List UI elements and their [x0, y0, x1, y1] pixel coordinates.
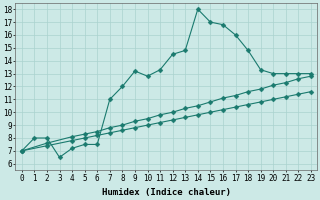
X-axis label: Humidex (Indice chaleur): Humidex (Indice chaleur) — [102, 188, 231, 197]
